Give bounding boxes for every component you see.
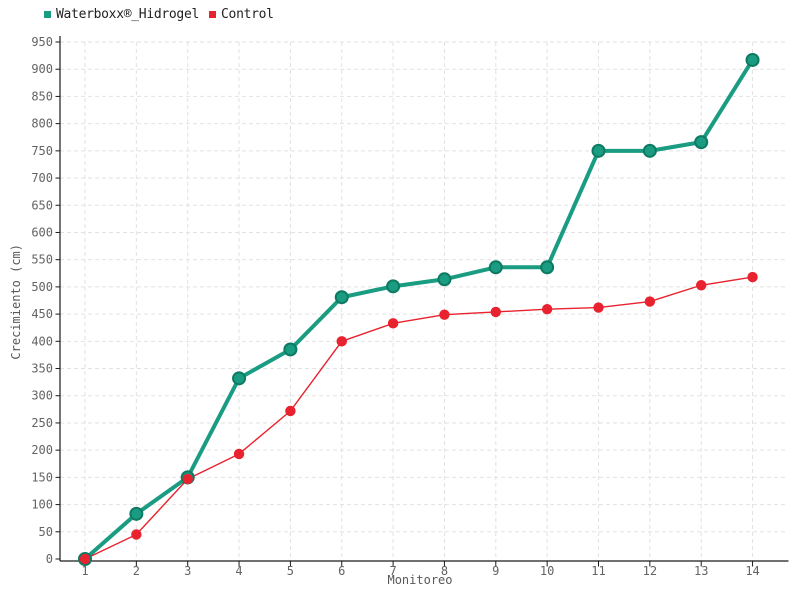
- series-line-1: [84, 276, 754, 560]
- y-tick-label: 150: [31, 470, 53, 484]
- y-tick-label: 300: [31, 389, 53, 403]
- data-point-s1-x11: [593, 302, 604, 313]
- data-point-s0-x6: [334, 290, 349, 305]
- x-tick-label: 10: [540, 564, 554, 578]
- data-point-s0-x9: [488, 260, 503, 275]
- data-point-s1-x1: [79, 553, 91, 565]
- data-point-s1-x8: [439, 309, 450, 320]
- x-tick-label: 11: [591, 564, 605, 578]
- legend-item-waterboxx[interactable]: Waterboxx®_Hidrogel: [44, 7, 199, 22]
- y-tick-label: 600: [31, 225, 53, 239]
- x-axis-title: Monitoreo: [387, 573, 453, 587]
- y-tick-label: 400: [31, 334, 53, 348]
- y-tick-label: 250: [31, 416, 53, 430]
- y-tick-label: 700: [31, 171, 53, 185]
- data-point-s1-x5: [285, 405, 296, 417]
- y-tick-label: 750: [31, 144, 53, 158]
- y-tick-label: 0: [46, 552, 53, 566]
- data-point-s1-x14: [747, 271, 758, 283]
- x-tick-label: 5: [287, 564, 294, 578]
- data-point-s0-x2: [129, 506, 144, 521]
- data-point-s0-x12: [642, 143, 657, 158]
- waterboxx-swatch-icon: [44, 11, 51, 18]
- y-axis-title-text: Crecimiento (cm): [9, 243, 23, 360]
- data-point-s0-x7: [386, 279, 401, 294]
- data-point-s0-x8: [437, 272, 452, 287]
- data-point-s1-x3: [182, 473, 193, 485]
- legend-label-waterboxx: Waterboxx®_Hidrogel: [56, 7, 200, 22]
- data-point-s1-x12: [644, 296, 656, 307]
- x-tick-label: 8: [441, 564, 448, 578]
- y-tick-label: 450: [31, 307, 53, 321]
- y-tick-label: 100: [31, 498, 53, 512]
- y-tick-label: 950: [31, 35, 53, 49]
- legend-label-control: Control: [221, 7, 274, 22]
- y-tick-label: 350: [31, 362, 53, 376]
- data-point-s1-x7: [387, 318, 399, 329]
- y-tick-label: 900: [31, 62, 53, 76]
- control-swatch-icon: [209, 11, 217, 18]
- x-tick-label: 4: [235, 564, 242, 578]
- legend-item-control[interactable]: Control: [209, 7, 274, 22]
- x-tick-label: 6: [338, 564, 345, 578]
- data-point-s0-x10: [540, 260, 555, 275]
- y-tick-label: 200: [31, 443, 53, 457]
- data-point-s0-x13: [694, 135, 709, 150]
- x-tick-label: 1: [81, 564, 88, 578]
- data-point-s1-x13: [696, 280, 707, 291]
- y-tick-label: 850: [31, 89, 53, 103]
- data-point-s0-x14: [745, 52, 760, 67]
- y-tick-label: 550: [31, 253, 53, 267]
- x-tick-label: 12: [643, 564, 657, 578]
- data-point-s1-x4: [233, 448, 245, 460]
- x-tick-label: 14: [745, 564, 759, 578]
- data-point-s0-x11: [591, 143, 606, 158]
- data-point-s1-x9: [490, 306, 501, 318]
- data-point-s1-x2: [131, 529, 142, 540]
- y-tick-label: 800: [31, 117, 53, 131]
- data-point-s1-x6: [336, 336, 347, 347]
- x-tick-label: 13: [694, 564, 708, 578]
- x-tick-label: 9: [492, 564, 499, 578]
- y-axis-title: Crecimiento (cm): [8, 42, 24, 561]
- chart-legend: Waterboxx®_Hidrogel Control: [44, 7, 274, 22]
- x-tick-label: 7: [389, 564, 396, 578]
- data-point-s0-x4: [232, 371, 247, 386]
- y-tick-label: 50: [39, 525, 53, 539]
- y-tick-label: 650: [31, 198, 53, 212]
- y-tick-label: 500: [31, 280, 53, 294]
- x-tick-label: 2: [133, 564, 140, 578]
- data-point-s0-x5: [283, 342, 298, 357]
- data-point-s1-x10: [541, 304, 553, 315]
- series-line-0: [83, 57, 755, 561]
- x-tick-label: 3: [184, 564, 191, 578]
